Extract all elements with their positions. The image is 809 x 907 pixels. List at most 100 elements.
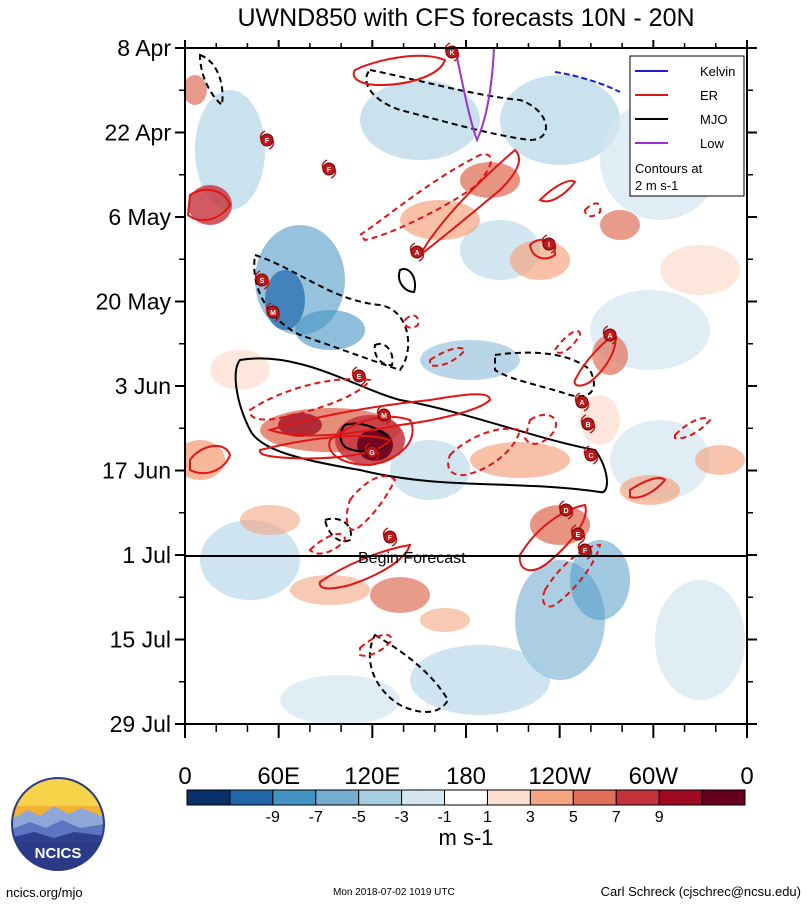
er-contour	[573, 333, 617, 387]
colorbar-tick-label: -9	[266, 809, 280, 826]
colorbar-swatch	[572, 789, 617, 806]
storm-label: D	[563, 508, 568, 515]
er-contour	[403, 314, 420, 329]
legend-low-label: Low	[700, 136, 724, 151]
colorbar-swatch	[658, 789, 703, 806]
x-tick-label: 0	[740, 763, 753, 790]
colorbar-swatch	[401, 789, 446, 806]
colorbar: -9 -7 -5 -3 -1 1 3 5 7 9	[186, 789, 746, 826]
storm-marker: E	[351, 366, 367, 386]
y-tick-label: 22 Apr	[105, 120, 172, 146]
storm-label: F	[388, 535, 393, 542]
storm-label: M	[381, 413, 387, 420]
chart-title: UWND850 with CFS forecasts 10N - 20N	[237, 4, 694, 32]
colorbar-tick-label: 9	[655, 809, 664, 826]
storm-label: A	[414, 250, 419, 257]
low-contour	[454, 48, 495, 143]
colorbar-tick-label: 7	[612, 809, 621, 826]
colorbar-swatch	[315, 789, 360, 806]
x-tick-label: 120E	[344, 763, 400, 790]
colorbar-tick-label: -1	[437, 809, 451, 826]
er-contour	[359, 633, 394, 657]
storm-label: S	[260, 278, 265, 285]
er-contour	[352, 54, 447, 87]
storm-label: A	[607, 333, 612, 340]
storm-label: E	[357, 374, 362, 381]
legend-er-label: ER	[700, 88, 718, 103]
storm-label: E	[576, 532, 581, 539]
storm-marker: F	[259, 130, 275, 150]
colorbar-tick-label: -5	[352, 809, 366, 826]
legend-kelvin-label: Kelvin	[700, 64, 735, 79]
er-contour	[528, 238, 557, 260]
er-contour	[186, 188, 232, 222]
colorbar-tick-label: 3	[526, 809, 535, 826]
colorbar-tick-label: -7	[309, 809, 323, 826]
er-contour	[308, 532, 347, 555]
begin-forecast-label: Begin Forecast	[358, 550, 466, 567]
colorbar-swatch	[701, 789, 746, 806]
legend-mjo-label: MJO	[700, 112, 727, 127]
storm-marker: G	[364, 442, 380, 462]
wave-contours	[186, 48, 712, 713]
colorbar-swatch	[615, 789, 660, 806]
mjo-contour	[373, 342, 394, 367]
colorbar-swatch	[358, 789, 403, 806]
mjo-contour	[234, 357, 608, 494]
storm-markers: K F F A I S M E M G A A B C D E F F	[254, 42, 618, 560]
storm-marker: S	[254, 270, 270, 290]
legend: Kelvin ER MJO Low Contours at 2 m s-1	[629, 55, 745, 197]
storm-marker: F	[321, 159, 337, 179]
footer-url: ncics.org/mjo	[6, 885, 83, 900]
y-tick-label: 8 Apr	[117, 35, 171, 61]
ncics-logo: NCICS	[11, 777, 105, 871]
er-contour	[429, 347, 467, 367]
storm-label: C	[588, 453, 593, 460]
colorbar-swatch	[444, 789, 488, 806]
er-contour	[266, 393, 492, 437]
er-contour	[358, 153, 492, 242]
mjo-contour	[323, 517, 352, 543]
storm-label: F	[265, 138, 270, 145]
y-tick-label: 3 Jun	[115, 373, 171, 399]
er-contour	[345, 475, 397, 532]
er-contour	[318, 543, 412, 590]
mjo-contour	[198, 53, 224, 107]
mjo-contour	[494, 351, 595, 398]
colorbar-swatch	[229, 789, 274, 806]
colorbar-swatch	[486, 789, 531, 806]
er-contour	[583, 202, 602, 218]
storm-marker: A	[602, 325, 618, 345]
storm-marker: A	[574, 392, 590, 412]
colorbar-swatch	[272, 789, 317, 806]
storm-marker: M	[376, 405, 392, 425]
er-contour	[518, 503, 587, 572]
colorbar-unit: m s-1	[439, 825, 494, 850]
colorbar-swatch	[529, 789, 574, 806]
y-tick-label: 6 May	[108, 204, 171, 230]
y-tick-label: 20 May	[96, 289, 172, 315]
storm-label: B	[585, 422, 590, 429]
storm-marker: D	[558, 500, 574, 520]
er-contour	[447, 427, 522, 477]
legend-note-2: 2 m s-1	[635, 178, 678, 193]
mjo-contour	[365, 68, 547, 142]
colorbar-tick-label: 5	[569, 809, 578, 826]
storm-marker: F	[382, 527, 398, 547]
er-contour	[523, 413, 557, 445]
storm-label: F	[583, 548, 588, 555]
storm-label: I	[548, 242, 550, 249]
y-axis: 8 Apr 22 Apr 6 May 20 May 3 Jun 17 Jun 1 Jul 15…	[96, 35, 757, 737]
storm-label: M	[270, 310, 276, 317]
storm-label: G	[369, 450, 375, 457]
colorbar-swatch	[186, 789, 231, 806]
y-tick-label: 17 Jun	[102, 458, 171, 484]
storm-marker: M	[265, 302, 281, 322]
storm-label: F	[327, 167, 332, 174]
y-tick-label: 15 Jul	[110, 627, 171, 653]
er-contour	[542, 543, 602, 608]
mjo-contour	[398, 268, 416, 294]
logo-text: NCICS	[35, 845, 82, 862]
x-tick-label: 120W	[528, 763, 591, 790]
storm-label: A	[579, 400, 584, 407]
